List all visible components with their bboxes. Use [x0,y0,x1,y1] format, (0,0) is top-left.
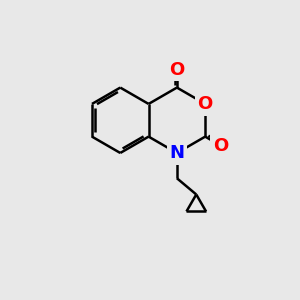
Text: N: N [169,144,184,162]
Text: O: O [198,95,213,113]
Text: O: O [213,136,228,154]
Text: O: O [169,61,184,79]
